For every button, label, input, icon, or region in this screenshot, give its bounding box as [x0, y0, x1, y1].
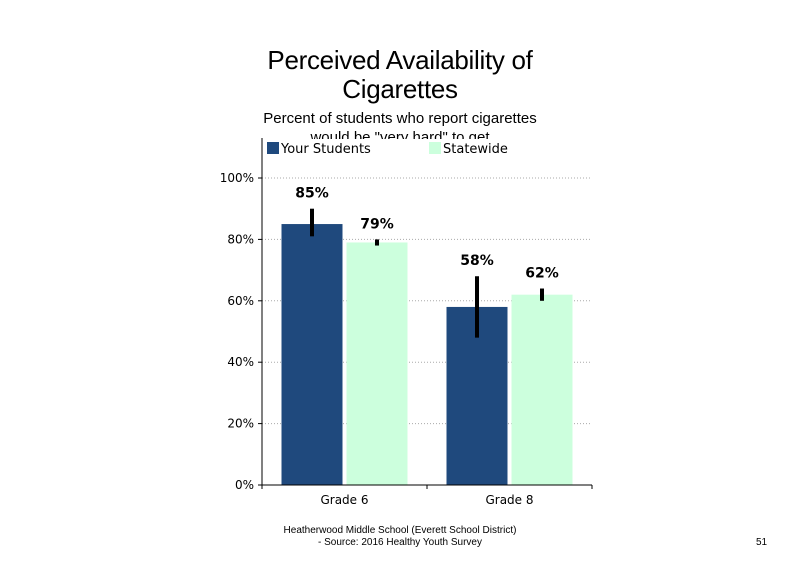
chart-title: Perceived Availability of Cigarettes	[200, 46, 600, 104]
data-label: 58%	[460, 253, 494, 269]
footer-line2: - Source: 2016 Healthy Youth Survey	[318, 537, 482, 548]
y-tick-label: 40%	[227, 355, 254, 369]
data-label: 85%	[295, 186, 329, 202]
chart-subtitle-line2: would be "very hard" to get	[310, 129, 490, 139]
y-tick-label: 60%	[227, 294, 254, 308]
x-tick-label: Grade 6	[320, 493, 368, 507]
bar	[346, 242, 408, 485]
legend-swatch	[429, 142, 441, 154]
footer-line1: Heatherwood Middle School (Everett Schoo…	[283, 525, 517, 536]
y-tick-label: 100%	[220, 171, 254, 185]
y-tick-label: 0%	[235, 478, 254, 492]
y-tick-label: 20%	[227, 417, 254, 431]
data-label: 62%	[525, 266, 559, 282]
legend-label: Statewide	[443, 142, 508, 157]
chart-subtitle: Percent of students who report cigarette…	[200, 109, 600, 139]
y-tick-label: 80%	[227, 232, 254, 246]
x-tick-label: Grade 8	[485, 493, 533, 507]
legend-label: Your Students	[280, 142, 371, 157]
data-label: 79%	[360, 216, 394, 232]
page-number: 51	[756, 537, 768, 548]
chart-subtitle-line1: Percent of students who report cigarette…	[263, 110, 537, 127]
legend-swatch	[267, 142, 279, 154]
footer-source: Heatherwood Middle School (Everett Schoo…	[250, 525, 550, 549]
bar	[281, 224, 343, 486]
chart-title-line2: Cigarettes	[342, 74, 458, 104]
chart-title-line1: Perceived Availability of	[267, 45, 533, 75]
bar	[511, 294, 573, 485]
